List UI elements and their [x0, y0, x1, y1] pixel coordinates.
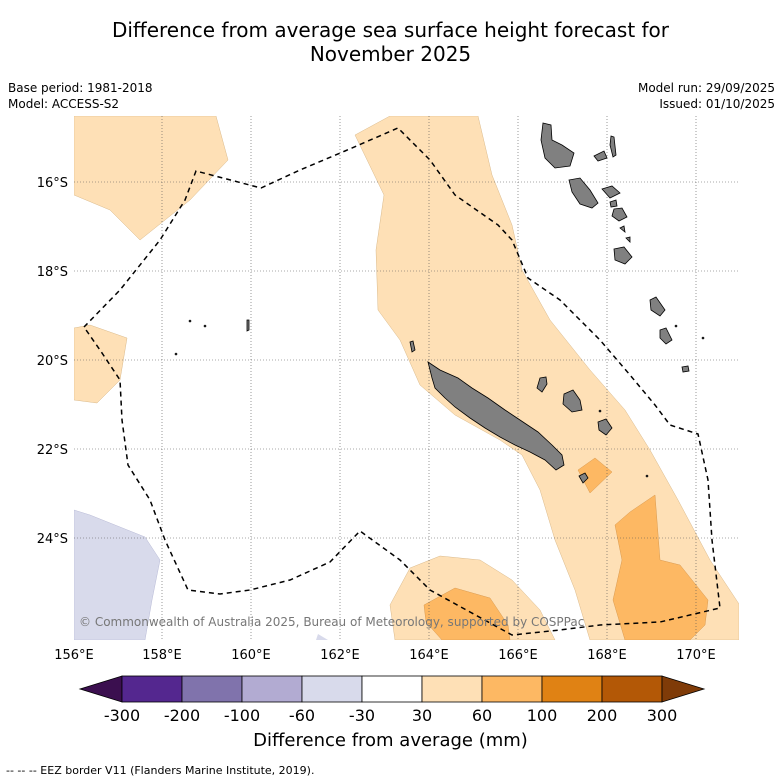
vanuatu-epi [609, 199, 618, 208]
vanuatu-ambae [593, 150, 608, 162]
colorbar-tick-label: 60 [471, 706, 493, 725]
loyalty-islands-ouvea [536, 376, 548, 393]
belep-islands [409, 340, 416, 353]
hunter-area-island-1 [649, 296, 666, 317]
vanuatu-espiritu-santo [540, 122, 575, 169]
vanuatu-malekula [568, 177, 599, 209]
vanuatu-tanna [619, 225, 626, 233]
isle-of-pines [578, 472, 589, 484]
eez-border [83, 127, 721, 636]
vanuatu-ambrym [601, 185, 621, 199]
model-name: Model: ACCESS-S2 [8, 97, 120, 111]
colorbar-segment [361, 675, 423, 703]
anomaly-region-south-strong [423, 587, 511, 640]
model-run: Model run: 29/09/2025 [637, 81, 775, 95]
anomaly-region-northwest [74, 116, 229, 241]
anomaly-region-southwest [74, 509, 161, 640]
colorbar-segment [601, 675, 663, 703]
title-line-2: November 2025 [309, 42, 472, 66]
colorbar-tick-label: -100 [223, 706, 261, 725]
colorbar-segment [121, 675, 183, 703]
colorbar-segment [181, 675, 243, 703]
issued-date: Issued: 01/10/2025 [659, 97, 775, 111]
hunter-area-island-2 [659, 327, 673, 345]
lon-label: 168°E [587, 648, 627, 663]
small-islet-3 [174, 352, 178, 356]
loyalty-islands-mare [597, 418, 613, 436]
lon-label: 170°E [676, 648, 716, 663]
hunter-area-island-3 [681, 365, 690, 373]
small-islet-6 [598, 409, 602, 413]
meta-right: Model run: 29/09/2025 Issued: 01/10/2025 [638, 80, 775, 112]
lon-label: 160°E [231, 648, 271, 663]
new-caledonia-island [427, 361, 565, 471]
colorbar-segment [241, 675, 303, 703]
chart-title: Difference from average sea surface heig… [0, 18, 781, 66]
lat-label: 22°S [37, 443, 68, 458]
base-period: Base period: 1981-2018 [8, 81, 153, 95]
lon-label: 166°E [498, 648, 538, 663]
small-islet-2 [203, 324, 207, 328]
colorbar-segment [301, 675, 363, 703]
lat-label: 20°S [37, 354, 68, 369]
colorbar-segment [421, 675, 483, 703]
title-line-1: Difference from average sea surface heig… [111, 18, 670, 42]
lon-label: 162°E [320, 648, 360, 663]
meta-left: Base period: 1981-2018 Model: ACCESS-S2 [8, 80, 153, 112]
colorbar [78, 675, 706, 703]
vanuatu-pentecost [609, 135, 617, 158]
land-masses [174, 122, 705, 484]
vanuatu-aniwa [625, 236, 631, 243]
colorbar-tick-label: -60 [288, 706, 316, 725]
colorbar-extend-low [78, 675, 123, 703]
colorbar-segment [481, 675, 543, 703]
small-islet-1 [188, 319, 192, 323]
lat-label: 24°S [37, 532, 68, 547]
small-islet-5 [701, 336, 705, 340]
copyright-notice: © Commonwealth of Australia 2025, Bureau… [79, 615, 584, 629]
vanuatu-efate [611, 207, 628, 222]
chesterfield-islet [246, 319, 250, 332]
small-islet-7 [645, 474, 649, 478]
colorbar-tick-label: 100 [526, 706, 558, 725]
anomaly-region-east-spot [577, 457, 613, 494]
anomaly-region-southeast-strong [612, 494, 709, 640]
colorbar-tick-label: 30 [411, 706, 433, 725]
colorbar-title: Difference from average (mm) [253, 730, 528, 751]
lon-label: 164°E [409, 648, 449, 663]
vanuatu-erromango [613, 246, 633, 265]
colorbar-extend-high [661, 675, 706, 703]
colorbar-tick-label: 300 [646, 706, 678, 725]
colorbar-tick-label: 200 [586, 706, 618, 725]
anomaly-region-south-patch [316, 634, 328, 640]
colorbar-tick-label: -200 [163, 706, 201, 725]
map-area: © Commonwealth of Australia 2025, Bureau… [74, 116, 739, 640]
gridlines [74, 116, 739, 640]
small-islet-4 [674, 324, 678, 328]
eez-legend-footer: -- -- -- EEZ border V11 (Flanders Marine… [6, 764, 315, 777]
colorbar-tick-label: -30 [348, 706, 376, 725]
lat-label: 16°S [37, 176, 68, 191]
colorbar-tick-label: -300 [103, 706, 141, 725]
lon-label: 156°E [54, 648, 94, 663]
lon-label: 158°E [142, 648, 182, 663]
lat-label: 18°S [37, 265, 68, 280]
anomaly-region-west [74, 324, 128, 404]
loyalty-islands-lifou [562, 389, 583, 413]
colorbar-segment [541, 675, 603, 703]
